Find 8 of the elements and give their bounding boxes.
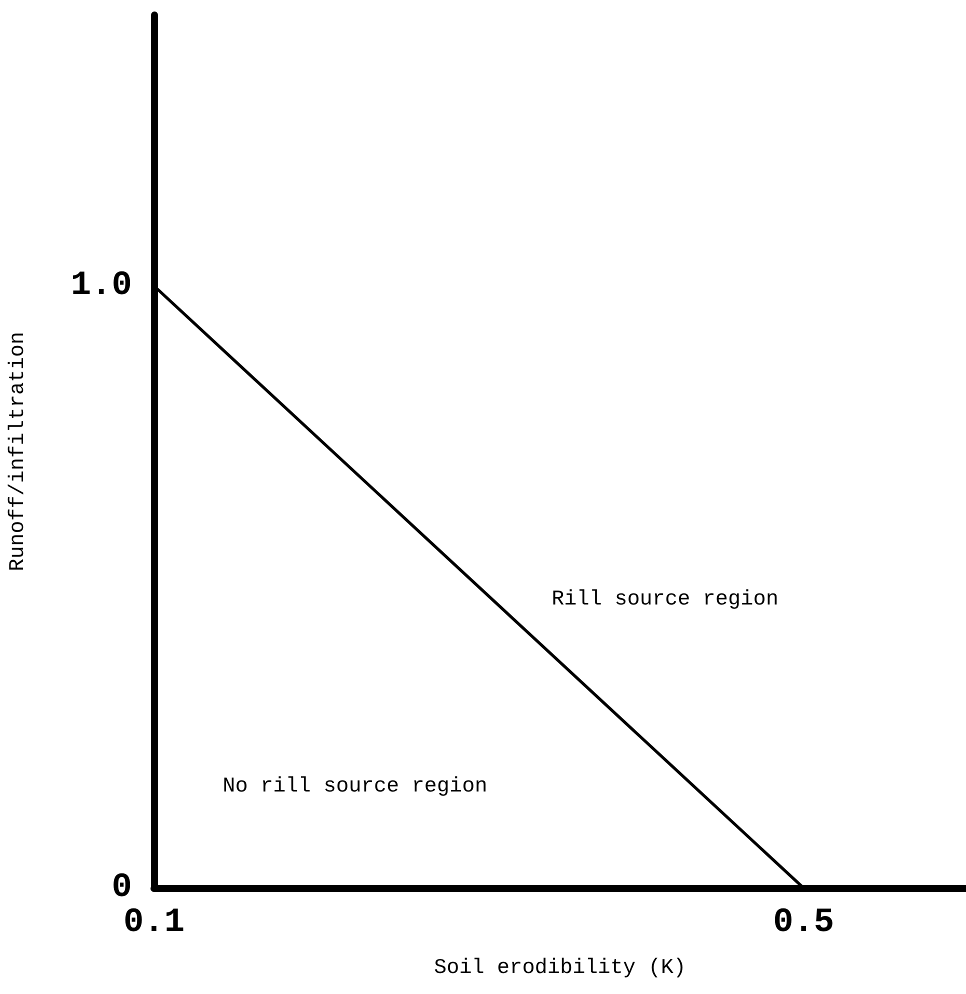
- annotation: Rill source region: [552, 588, 778, 612]
- y-axis-title: Runoff/infiltration: [7, 332, 30, 572]
- annotation: No rill source region: [222, 776, 488, 798]
- y-tick-label: 1.0: [70, 266, 132, 305]
- x-tick-label: 0.5: [772, 904, 834, 942]
- x-tick-label: 0.1: [123, 904, 185, 942]
- x-axis-title: Soil erodibility (K): [434, 957, 686, 980]
- y-tick-label: 0: [112, 869, 132, 907]
